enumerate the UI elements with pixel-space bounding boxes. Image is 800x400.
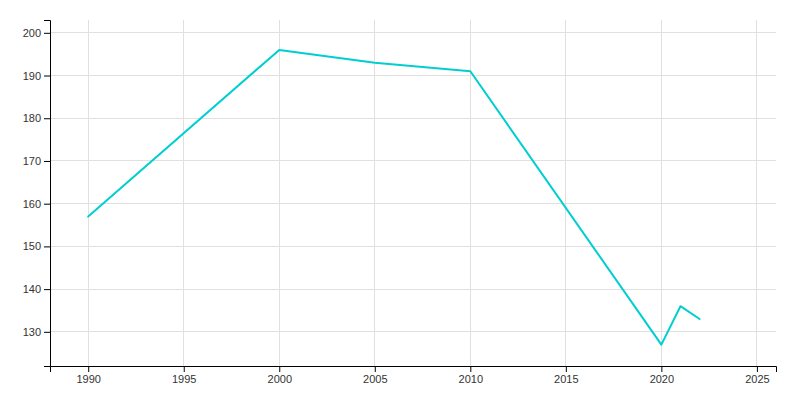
grid-line-x <box>88 20 89 366</box>
grid-line-y <box>50 160 776 161</box>
tick: 2000 <box>268 366 292 385</box>
tick: 2025 <box>745 366 769 385</box>
tick-mark <box>566 366 567 372</box>
tick: 200 <box>23 27 50 39</box>
axis-line <box>51 367 777 373</box>
grid-line-x <box>183 20 184 366</box>
tick-label: 180 <box>23 112 41 124</box>
tick: 2010 <box>459 366 483 385</box>
tick-label: 140 <box>23 283 41 295</box>
tick-label: 130 <box>23 326 41 338</box>
tick: 190 <box>23 70 50 82</box>
tick-mark <box>88 366 89 372</box>
tick: 140 <box>23 283 50 295</box>
grid-line-y <box>50 32 776 33</box>
tick: 2015 <box>554 366 578 385</box>
tick-label: 1995 <box>172 373 196 385</box>
y-axis: 130 140 150 160 170 180 190 200 <box>23 21 51 367</box>
grid-line-y <box>50 203 776 204</box>
grid-line-y <box>50 75 776 76</box>
tick: 170 <box>23 155 50 167</box>
grid-line-x <box>565 20 566 366</box>
tick-label: 160 <box>23 198 41 210</box>
tick-label: 2005 <box>363 373 387 385</box>
grid-line-y <box>50 118 776 119</box>
tick: 150 <box>23 240 50 252</box>
grid-line-x <box>374 20 375 366</box>
tick-mark <box>44 161 50 162</box>
grid-line-y <box>50 289 776 290</box>
tick: 180 <box>23 112 50 124</box>
tick-mark <box>757 366 758 372</box>
tick-label: 1990 <box>76 373 100 385</box>
tick-mark <box>44 204 50 205</box>
tick: 130 <box>23 326 50 338</box>
tick-label: 2025 <box>745 373 769 385</box>
tick-label: 170 <box>23 155 41 167</box>
x-axis: 1990 1995 2000 2005 2010 2015 2020 2025 <box>51 366 777 385</box>
tick-mark <box>44 332 50 333</box>
tick-label: 2000 <box>268 373 292 385</box>
tick-mark <box>44 289 50 290</box>
grid-line-y <box>50 246 776 247</box>
tick-label: 150 <box>23 240 41 252</box>
chart: 1990 1995 2000 2005 2010 2015 2020 2025 130 140 15… <box>0 0 800 400</box>
tick-mark <box>470 366 471 372</box>
grid-line-x <box>756 20 757 366</box>
tick-mark <box>661 366 662 372</box>
tick-label: 2015 <box>554 373 578 385</box>
tick-label: 2010 <box>459 373 483 385</box>
grid <box>50 20 776 366</box>
tick-label: 2020 <box>650 373 674 385</box>
tick-mark <box>44 246 50 247</box>
plot-area: 1990 1995 2000 2005 2010 2015 2020 2025 130 140 15… <box>23 20 777 385</box>
axis-line <box>44 21 51 367</box>
tick-mark <box>44 33 50 34</box>
grid-line-x <box>279 20 280 366</box>
tick-label: 200 <box>23 27 41 39</box>
tick-label: 190 <box>23 70 41 82</box>
tick-mark <box>44 76 50 77</box>
tick: 2005 <box>363 366 387 385</box>
tick: 160 <box>23 198 50 210</box>
tick: 1990 <box>76 366 100 385</box>
tick-mark <box>44 118 50 119</box>
tick: 2020 <box>650 366 674 385</box>
marks <box>88 50 699 345</box>
data-line <box>88 50 699 345</box>
tick-mark <box>279 366 280 372</box>
tick-mark <box>375 366 376 372</box>
grid-line-x <box>661 20 662 366</box>
tick-mark <box>184 366 185 372</box>
tick: 1995 <box>172 366 196 385</box>
